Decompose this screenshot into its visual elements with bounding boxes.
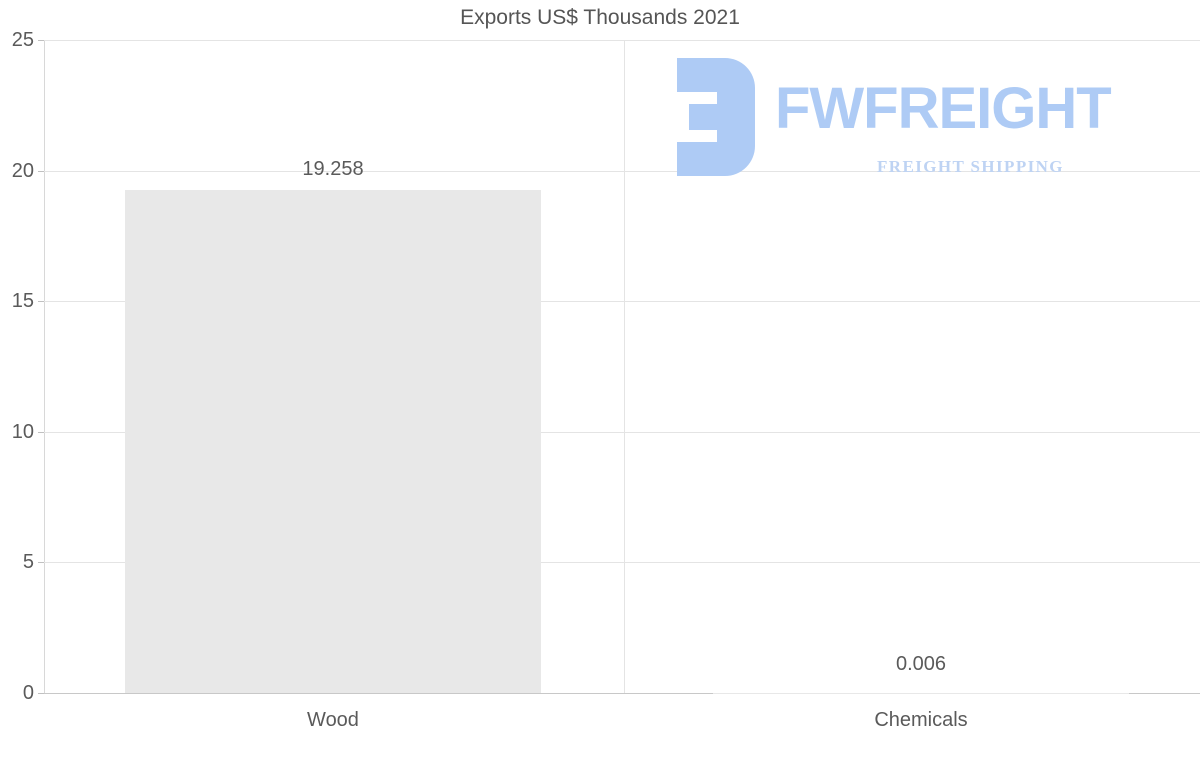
gridline-20 <box>44 170 1200 172</box>
plot-area <box>44 40 1200 694</box>
bar-value-label-chemicals: 0.006 <box>895 653 947 675</box>
bar-wood[interactable] <box>125 190 541 693</box>
y-axis-line <box>44 40 45 693</box>
gridline-0-baseline <box>44 693 1200 694</box>
y-tick-mark-10 <box>38 431 44 433</box>
y-tick-label-15: 15 <box>11 290 34 313</box>
gridline-15 <box>44 301 1200 303</box>
x-tick-label-wood: Wood <box>307 709 359 731</box>
x-tick-label-chemicals: Chemicals <box>874 709 968 731</box>
y-tick-label-0: 0 <box>22 682 34 704</box>
y-tick-label-5: 5 <box>22 551 34 574</box>
gridline-10 <box>44 431 1200 433</box>
chart-title: Exports US$ Thousands 2021 <box>460 6 740 29</box>
category-separator-gridline <box>624 40 625 693</box>
y-tick-mark-15 <box>38 301 44 303</box>
bar-value-label-wood: 19.258 <box>302 158 364 180</box>
gridline-25 <box>44 40 1200 41</box>
y-tick-label-10: 10 <box>11 420 34 443</box>
y-tick-label-25: 25 <box>11 29 34 51</box>
gridline-5 <box>44 562 1200 564</box>
y-tick-mark-0 <box>38 693 44 694</box>
y-tick-label-20: 20 <box>11 159 34 182</box>
y-tick-mark-5 <box>38 562 44 564</box>
y-tick-mark-25 <box>38 40 44 41</box>
y-tick-mark-20 <box>38 170 44 172</box>
